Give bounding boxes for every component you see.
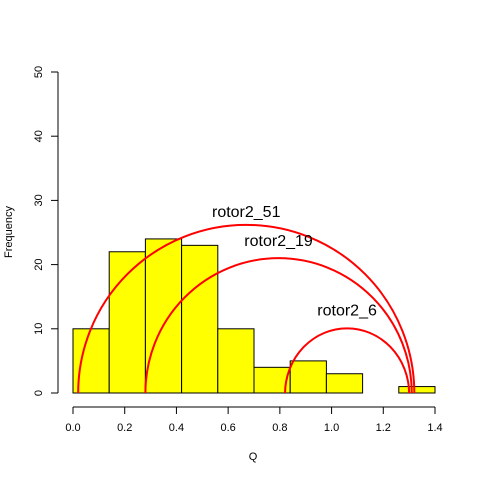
y-tick-label-5: 50	[33, 66, 45, 78]
histogram-bar-6	[290, 361, 326, 393]
arc-label-rotor2_19: rotor2_19	[244, 233, 313, 250]
y-tick-label-1: 10	[33, 323, 45, 335]
histogram-bar-7	[326, 374, 362, 393]
arc-label-rotor2_51: rotor2_51	[212, 204, 281, 221]
histogram-bar-4	[218, 329, 254, 393]
x-tick-label-2: 0.4	[169, 422, 184, 434]
y-tick-label-4: 40	[33, 130, 45, 142]
histogram-bar-3	[182, 245, 218, 393]
x-axis-label: Q	[249, 451, 258, 463]
x-tick-label-1: 0.2	[117, 422, 132, 434]
y-tick-label-2: 20	[33, 258, 45, 270]
x-tick-label-5: 1.0	[324, 422, 339, 434]
x-tick-label-4: 0.8	[272, 422, 287, 434]
histogram-bar-2	[145, 239, 181, 393]
y-tick-label-3: 30	[33, 194, 45, 206]
histogram-bars	[73, 239, 435, 393]
y-tick-label-0: 0	[33, 390, 45, 396]
y-axis-label: Frequency	[3, 206, 15, 258]
x-tick-label-0: 0.0	[65, 422, 80, 434]
y-axis: 0 10 20 30 40 50	[33, 66, 58, 396]
x-axis: 0.0 0.2 0.4 0.6 0.8 1.0 1.2 1.4	[65, 407, 442, 434]
x-tick-label-3: 0.6	[220, 422, 235, 434]
histogram-bar-9	[399, 387, 435, 393]
arc-label-rotor2_6: rotor2_6	[317, 303, 377, 320]
x-tick-label-7: 1.4	[427, 422, 442, 434]
x-tick-label-6: 1.2	[376, 422, 391, 434]
